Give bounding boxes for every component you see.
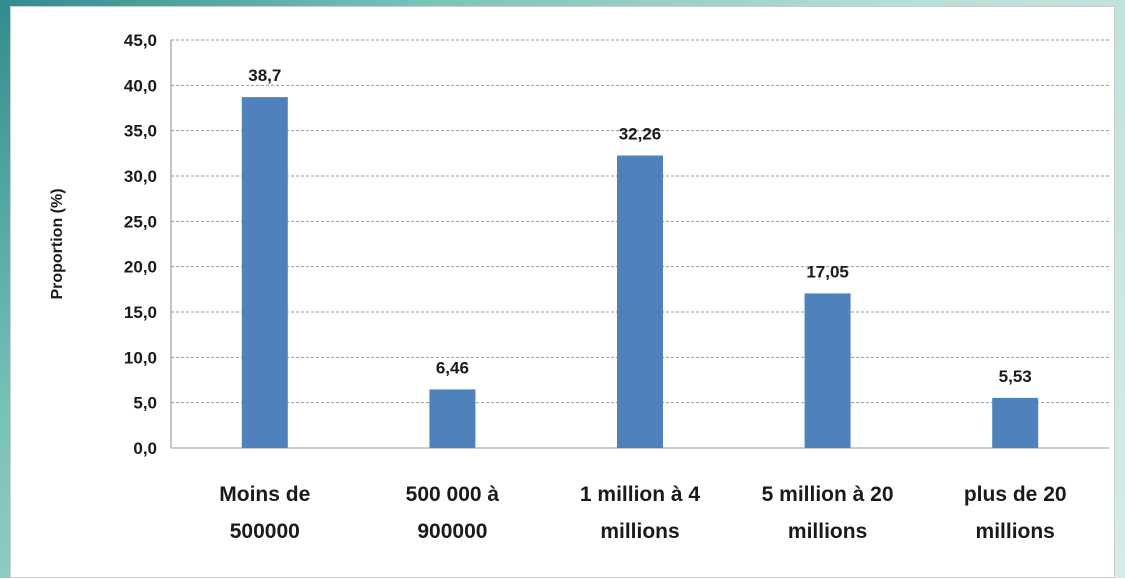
- data-label: 38,7: [248, 66, 281, 85]
- data-label: 17,05: [806, 262, 849, 281]
- y-tick-label: 20,0: [124, 258, 157, 277]
- category-label-line: 900000: [417, 520, 487, 543]
- y-tick-label: 5,0: [133, 394, 157, 413]
- data-label: 5,53: [999, 367, 1032, 386]
- y-tick-label: 35,0: [124, 122, 157, 141]
- y-tick-label: 15,0: [124, 303, 157, 322]
- category-label-line: millions: [976, 520, 1055, 543]
- category-label-line: millions: [788, 520, 867, 543]
- chart-panel: 0,0 5,0 10,0 15,0 20,0 25,0 30,0 35,0 40,0 45,0 3…: [10, 6, 1115, 578]
- y-tick-labels: 0,0 5,0 10,0 15,0 20,0 25,0 30,0 35,0 40,0 45,0: [124, 31, 157, 458]
- category-label-line: 1 million à 4: [580, 483, 701, 506]
- bar: [429, 389, 476, 448]
- category-label: 500 000 à 900000: [406, 483, 500, 543]
- category-label: 1 million à 4 millions: [580, 483, 701, 543]
- bar: [241, 97, 288, 449]
- y-tick-label: 45,0: [124, 31, 157, 50]
- category-label-line: Moins de: [219, 483, 310, 506]
- data-labels: 38,7 6,46 32,26 17,05 5,53: [248, 66, 1031, 386]
- data-label: 6,46: [436, 358, 469, 377]
- y-tick-label: 30,0: [124, 167, 157, 186]
- category-label-line: millions: [600, 520, 679, 543]
- category-label-line: plus de 20: [964, 483, 1067, 506]
- category-label: Moins de 500000: [219, 483, 310, 543]
- y-axis-title: Proportion (%): [49, 188, 66, 299]
- bar-chart: 0,0 5,0 10,0 15,0 20,0 25,0 30,0 35,0 40,0 45,0 3…: [49, 31, 1109, 543]
- y-tick-label: 40,0: [124, 76, 157, 95]
- category-label-line: 500000: [230, 520, 300, 543]
- y-tick-label: 0,0: [133, 439, 157, 458]
- category-label-line: 500 000 à: [406, 483, 500, 506]
- category-label: plus de 20 millions: [964, 483, 1067, 543]
- gridlines: [170, 39, 1109, 449]
- y-tick-label: 10,0: [124, 348, 157, 367]
- bar: [992, 397, 1039, 448]
- bars: [241, 97, 1039, 449]
- category-label: 5 million à 20 millions: [762, 483, 894, 543]
- data-label: 32,26: [619, 125, 662, 144]
- y-tick-label: 25,0: [124, 212, 157, 231]
- category-label-line: 5 million à 20: [762, 483, 894, 506]
- category-labels: Moins de 500000 500 000 à 900000 1 million à…: [219, 483, 1066, 543]
- bar: [617, 155, 663, 448]
- bar: [804, 293, 851, 448]
